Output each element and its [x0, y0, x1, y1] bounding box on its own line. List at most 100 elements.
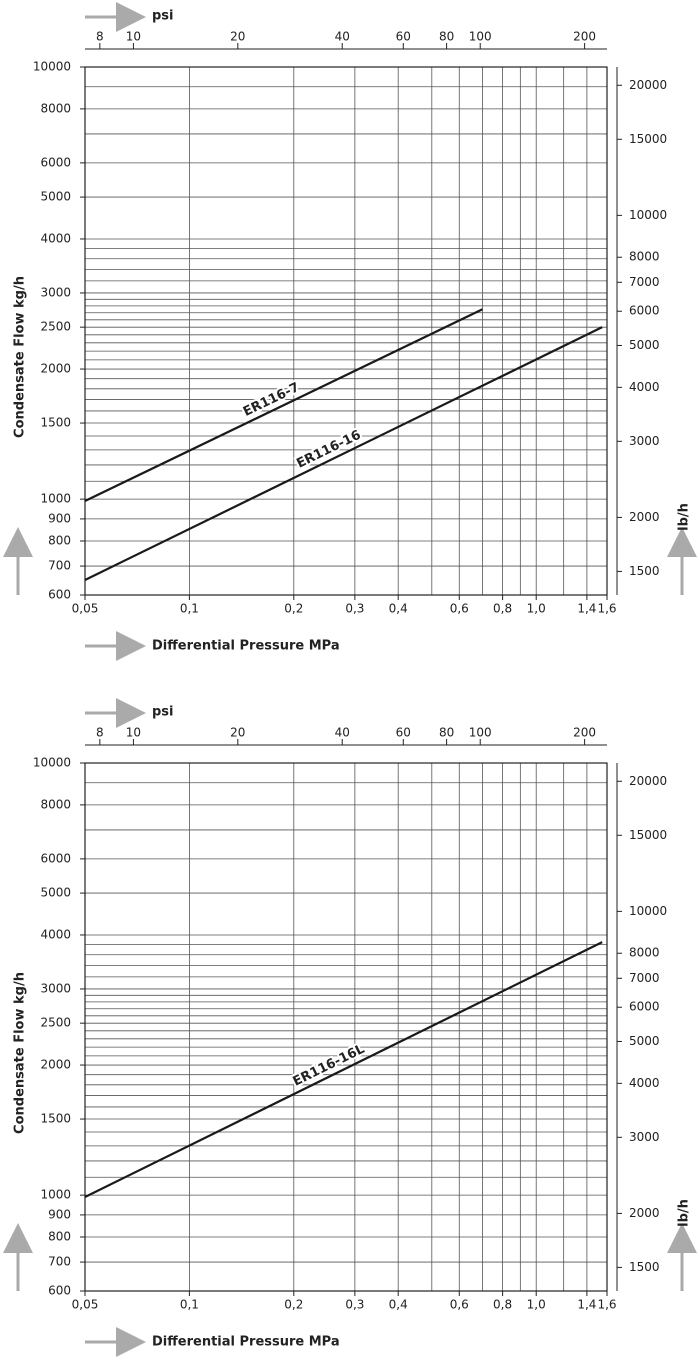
x-axis-title: Differential Pressure MPa: [152, 1335, 340, 1350]
y2-tick-label: 5000: [629, 1034, 660, 1048]
x-tick-label: 1,4: [577, 1298, 596, 1312]
x2-tick-label: 10: [126, 726, 141, 740]
x2-axis-title: psi: [152, 9, 174, 24]
y-tick-label: 2500: [40, 1016, 71, 1030]
y-tick-label: 4000: [40, 927, 71, 941]
y-tick-label: 1000: [40, 492, 71, 506]
y-axis-title: Condensate Flow kg/h: [13, 276, 28, 438]
x-tick-label: 1,6: [597, 602, 616, 616]
y2-tick-label: 10000: [629, 208, 667, 222]
y-tick-label: 5000: [40, 886, 71, 900]
y-tick-label: 6000: [40, 155, 71, 169]
x2-tick-label: 10: [126, 30, 141, 44]
y-tick-label: 900: [48, 1207, 71, 1221]
y2-tick-label: 10000: [629, 904, 667, 918]
y2-tick-label: 15000: [629, 828, 667, 842]
y2-tick-label: 6000: [629, 1000, 660, 1014]
x-tick-label: 0,1: [180, 1298, 199, 1312]
x2-tick-label: 8: [96, 30, 104, 44]
x2-tick-label: 60: [396, 726, 411, 740]
y-tick-label: 10000: [33, 756, 71, 770]
y-tick-label: 10000: [33, 60, 71, 74]
y2-tick-label: 6000: [629, 304, 660, 318]
y2-tick-label: 3000: [629, 434, 660, 448]
x-tick-label: 0,05: [72, 602, 99, 616]
y-tick-label: 900: [48, 511, 71, 525]
x2-tick-label: 40: [335, 30, 350, 44]
x-tick-label: 0,8: [493, 602, 512, 616]
y2-tick-label: 8000: [629, 946, 660, 960]
data-line: [84, 308, 483, 503]
y2-tick-label: 5000: [629, 338, 660, 352]
x2-tick-label: 20: [230, 726, 245, 740]
y2-tick-label: 15000: [629, 132, 667, 146]
x-tick-label: 0,2: [284, 1298, 303, 1312]
y2-tick-label: 2000: [629, 1206, 660, 1220]
x-tick-label: 0,2: [284, 602, 303, 616]
y2-tick-label: 7000: [629, 971, 660, 985]
y2-tick-label: 1500: [629, 564, 660, 578]
plot-frame: [84, 66, 608, 596]
x-axis-title: Differential Pressure MPa: [152, 639, 340, 654]
y-axis-title: Condensate Flow kg/h: [13, 972, 28, 1134]
x-tick-label: 1,6: [597, 1298, 616, 1312]
y2-tick-label: 4000: [629, 380, 660, 394]
y-tick-label: 600: [48, 1284, 71, 1298]
y2-tick-label: 20000: [629, 774, 667, 788]
x2-tick-label: 40: [335, 726, 350, 740]
y-tick-label: 8000: [40, 101, 71, 115]
x-tick-label: 0,8: [493, 1298, 512, 1312]
x2-tick-label: 100: [469, 30, 492, 44]
y-tick-label: 2000: [40, 1058, 71, 1072]
y-tick-label: 3000: [40, 285, 71, 299]
x2-tick-label: 200: [573, 726, 596, 740]
y2-tick-label: 3000: [629, 1130, 660, 1144]
x-tick-label: 0,4: [389, 1298, 408, 1312]
y2-tick-label: 8000: [629, 250, 660, 264]
y2-tick-label: 7000: [629, 275, 660, 289]
series-label-group: ER116-16L: [289, 1040, 369, 1092]
x2-tick-label: 20: [230, 30, 245, 44]
x-tick-label: 0,1: [180, 602, 199, 616]
y-tick-label: 600: [48, 588, 71, 602]
y-tick-label: 800: [48, 1230, 71, 1244]
y-tick-label: 2500: [40, 320, 71, 334]
y-tick-label: 4000: [40, 231, 71, 245]
y-tick-label: 2000: [40, 362, 71, 376]
plot-frame: [84, 762, 608, 1292]
x2-axis-title: psi: [152, 705, 174, 720]
y2-tick-label: 20000: [629, 78, 667, 92]
x-tick-label: 1,0: [527, 1298, 546, 1312]
x2-tick-label: 100: [469, 726, 492, 740]
y-tick-label: 8000: [40, 797, 71, 811]
x2-tick-label: 60: [396, 30, 411, 44]
x-tick-label: 1,0: [527, 602, 546, 616]
x2-tick-label: 8: [96, 726, 104, 740]
x-tick-label: 0,4: [389, 602, 408, 616]
y2-axis-title: lb/h: [677, 1199, 692, 1227]
x2-tick-label: 200: [573, 30, 596, 44]
y-tick-label: 1500: [40, 1112, 71, 1126]
series-label: ER116-16L: [291, 1042, 367, 1090]
data-line: [84, 326, 603, 581]
y-tick-label: 6000: [40, 851, 71, 865]
y2-axis-title: lb/h: [677, 503, 692, 531]
y2-tick-label: 1500: [629, 1260, 660, 1274]
y-tick-label: 5000: [40, 190, 71, 204]
x2-tick-label: 80: [439, 30, 454, 44]
x-tick-label: 0,05: [72, 1298, 99, 1312]
x2-tick-label: 80: [439, 726, 454, 740]
y-tick-label: 700: [48, 559, 71, 573]
data-line: [84, 941, 603, 1199]
y-tick-label: 700: [48, 1255, 71, 1269]
y-tick-label: 3000: [40, 981, 71, 995]
y2-tick-label: 4000: [629, 1076, 660, 1090]
x-tick-label: 0,3: [345, 1298, 364, 1312]
x-tick-label: 0,3: [345, 602, 364, 616]
x-tick-label: 1,4: [577, 602, 596, 616]
y-tick-label: 1500: [40, 416, 71, 430]
x-tick-label: 0,6: [450, 1298, 469, 1312]
y2-tick-label: 2000: [629, 510, 660, 524]
